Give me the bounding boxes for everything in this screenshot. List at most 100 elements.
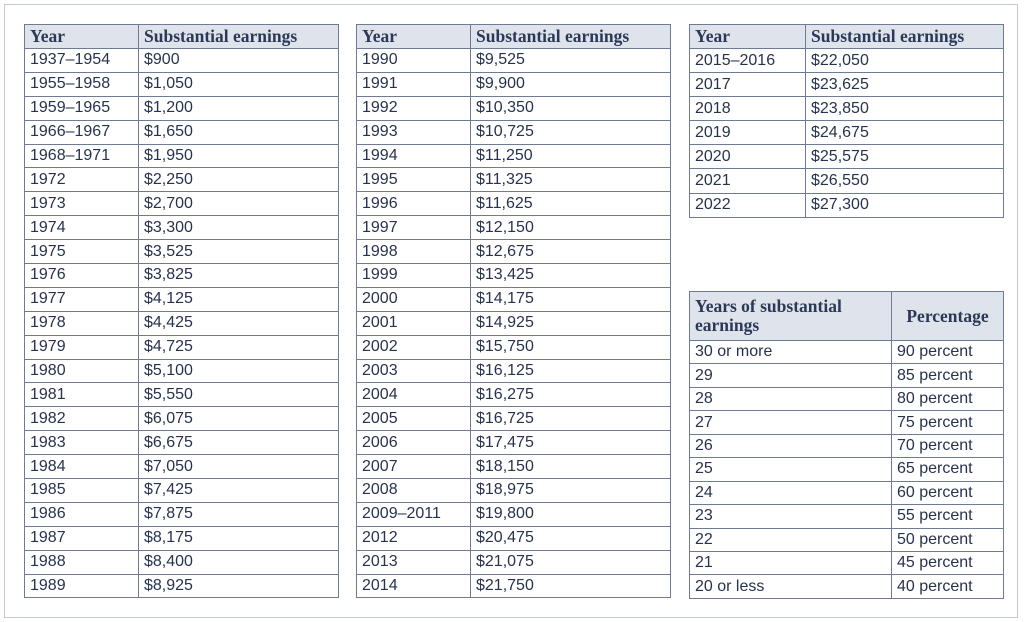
row-label: 2005 xyxy=(356,406,471,432)
table: Years of substantial earnings Percentage 3… xyxy=(689,291,1004,599)
table: Year Substantial earnings 1990 $9,525 1991 $9… xyxy=(356,24,671,599)
row-label: 22 xyxy=(689,527,892,552)
row-label: 2003 xyxy=(356,358,471,384)
row-label: 2000 xyxy=(356,286,471,312)
table-row: 1966–1967 $1,650 xyxy=(24,119,339,145)
row-label: 1981 xyxy=(24,382,139,408)
row-label: 2019 xyxy=(689,120,806,146)
row-label: 1959–1965 xyxy=(24,95,139,121)
cell-value: $10,725 xyxy=(470,119,671,145)
cell-value: 40 percent xyxy=(891,574,1004,599)
table-row: 28 80 percent xyxy=(689,386,1004,412)
row-label: 1975 xyxy=(24,239,139,265)
row-label: 2013 xyxy=(356,549,471,575)
cell-value: $16,275 xyxy=(470,382,671,408)
table-row: 22 50 percent xyxy=(689,527,1004,552)
table: Year Substantial earnings 2015–2016 $22,050… xyxy=(689,24,1004,218)
table-row: 26 70 percent xyxy=(689,433,1004,459)
cell-value: $16,725 xyxy=(470,406,671,432)
table-row: 2003 $16,125 xyxy=(356,358,671,384)
cell-value: $14,925 xyxy=(470,310,671,336)
cell-value: $3,300 xyxy=(138,215,339,241)
table-row: 25 65 percent xyxy=(689,457,1004,482)
row-label: 1998 xyxy=(356,239,471,265)
cell-value: $11,250 xyxy=(470,143,671,169)
cell-value: $4,125 xyxy=(138,286,339,312)
row-label: 25 xyxy=(689,457,892,482)
table-row: 2002 $15,750 xyxy=(356,334,671,360)
row-label: 2002 xyxy=(356,334,471,360)
table-row: 2017 $23,625 xyxy=(689,72,1004,98)
table-row: 1983 $6,675 xyxy=(24,430,339,456)
table-row: 1992 $10,350 xyxy=(356,95,671,121)
table-row: 1984 $7,050 xyxy=(24,454,339,480)
row-label: 1986 xyxy=(24,501,139,527)
cell-value: $11,625 xyxy=(470,191,671,217)
row-label: 1977 xyxy=(24,286,139,312)
row-label: 21 xyxy=(689,550,892,576)
table-row: 23 55 percent xyxy=(689,504,1004,529)
table-row: 1955–1958 $1,050 xyxy=(24,71,339,97)
cell-value: 45 percent xyxy=(891,550,1004,576)
row-label: 2021 xyxy=(689,168,806,194)
table-row: 1998 $12,675 xyxy=(356,239,671,265)
cell-value: $2,700 xyxy=(138,191,339,217)
column-header: Percentage xyxy=(891,291,1004,341)
column-header: Year xyxy=(24,24,139,49)
cell-value: $26,550 xyxy=(805,168,1004,194)
cell-value: $7,875 xyxy=(138,501,339,527)
cell-value: $16,125 xyxy=(470,358,671,384)
cell-value: $9,525 xyxy=(470,48,671,73)
table-row: 2018 $23,850 xyxy=(689,96,1004,122)
cell-value: $5,550 xyxy=(138,382,339,408)
table-row: 27 75 percent xyxy=(689,410,1004,435)
row-label: 1994 xyxy=(356,143,471,169)
cell-value: $19,800 xyxy=(470,501,671,527)
cell-value: $6,675 xyxy=(138,430,339,456)
row-label: 1999 xyxy=(356,263,471,288)
table-row: 2012 $20,475 xyxy=(356,525,671,551)
table-row: 29 85 percent xyxy=(689,363,1004,388)
row-label: 1990 xyxy=(356,48,471,73)
cell-value: $1,650 xyxy=(138,119,339,145)
table-row: 2020 $25,575 xyxy=(689,144,1004,170)
table-row: 1991 $9,900 xyxy=(356,71,671,97)
cell-value: $20,475 xyxy=(470,525,671,551)
row-label: 1992 xyxy=(356,95,471,121)
cell-value: 55 percent xyxy=(891,504,1004,529)
row-label: 28 xyxy=(689,386,892,412)
row-label: 1985 xyxy=(24,478,139,503)
row-label: 20 or less xyxy=(689,574,892,599)
cell-value: $22,050 xyxy=(805,47,1004,74)
row-label: 2006 xyxy=(356,430,471,456)
row-label: 24 xyxy=(689,480,892,506)
table: Year Substantial earnings 1937–1954 $900 195… xyxy=(24,24,339,599)
table-row: 1978 $4,425 xyxy=(24,310,339,336)
table-row: 1974 $3,300 xyxy=(24,215,339,241)
cell-value: $15,750 xyxy=(470,334,671,360)
table-row: 1989 $8,925 xyxy=(24,573,339,599)
cell-value: $14,175 xyxy=(470,286,671,312)
row-label: 30 or more xyxy=(689,339,892,365)
table-row: 1979 $4,725 xyxy=(24,334,339,360)
row-label: 1997 xyxy=(356,215,471,241)
row-label: 1991 xyxy=(356,71,471,97)
header-row: Years of substantial earnings Percentage xyxy=(689,291,1004,341)
table-row: 2019 $24,675 xyxy=(689,120,1004,146)
table-row: 2004 $16,275 xyxy=(356,382,671,408)
header-row: Year Substantial earnings xyxy=(689,24,1004,49)
header-row: Year Substantial earnings xyxy=(24,24,339,49)
table-row: 21 45 percent xyxy=(689,550,1004,576)
column-header: Substantial earnings xyxy=(138,24,339,49)
row-label: 1989 xyxy=(24,573,139,599)
cell-value: $1,050 xyxy=(138,71,339,97)
cell-value: 60 percent xyxy=(891,480,1004,506)
cell-value: $8,175 xyxy=(138,525,339,551)
row-label: 29 xyxy=(689,363,892,388)
table-row: 2007 $18,150 xyxy=(356,454,671,480)
row-label: 1937–1954 xyxy=(24,48,139,73)
row-label: 1987 xyxy=(24,525,139,551)
table-row: 1999 $13,425 xyxy=(356,263,671,288)
table-row: 24 60 percent xyxy=(689,480,1004,506)
row-label: 1979 xyxy=(24,334,139,360)
